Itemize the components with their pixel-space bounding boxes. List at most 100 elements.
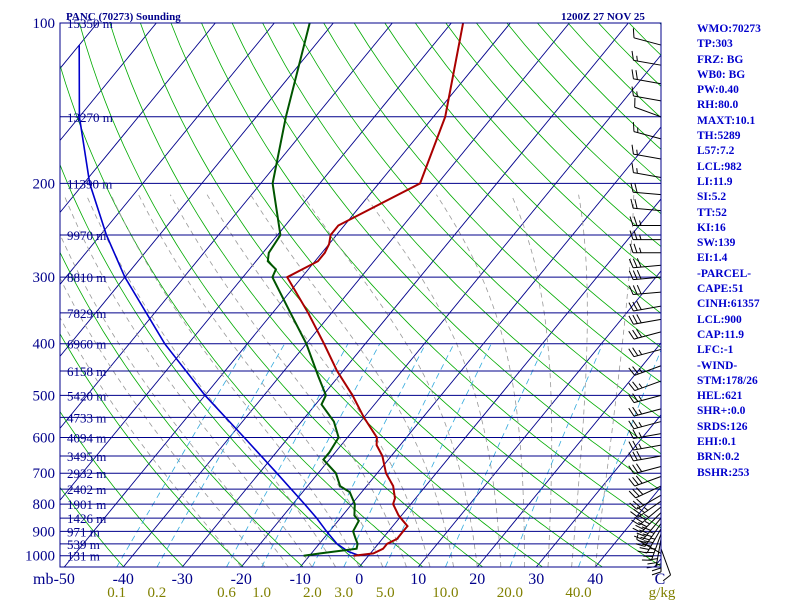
- mixing-ratio-label: 40.0: [565, 585, 591, 600]
- wind-barb: [631, 163, 662, 178]
- mixing-ratio-line: [156, 343, 286, 567]
- wind-barb: [628, 380, 662, 392]
- wind-barb: [629, 243, 661, 254]
- wind-barb: [635, 523, 662, 547]
- dry-adiabat-line: [231, 23, 661, 491]
- wind-barb-column: [628, 23, 672, 582]
- height-label: 6158 m: [67, 364, 106, 379]
- isotherm-line: [535, 414, 661, 567]
- wind-barb: [628, 347, 662, 358]
- index-entry: LFC:-1: [697, 344, 734, 357]
- dry-adiabat-line: [414, 23, 661, 281]
- dry-adiabat-line: [323, 23, 661, 383]
- pressure-tick-label: 500: [33, 388, 56, 404]
- index-entry: BSHR:253: [697, 466, 750, 479]
- moist-adiabat-line: [436, 194, 525, 567]
- height-label: 3495 m: [67, 449, 106, 464]
- wind-barb: [630, 500, 662, 518]
- wind-barb: [628, 450, 662, 462]
- wind-barb: [633, 517, 662, 541]
- moist-adiabat-line: [511, 194, 553, 567]
- wind-barb: [631, 50, 662, 66]
- isotherm-line: [60, 23, 157, 142]
- dry-adiabat-line: [140, 23, 604, 567]
- moist-adiabat-line: [571, 194, 588, 567]
- index-entry: KI:16: [697, 221, 726, 234]
- moist-adiabat-line: [206, 194, 431, 567]
- wind-barb: [628, 406, 662, 417]
- temperature-tick-label: 10: [410, 571, 426, 588]
- index-entry: LCL:900: [697, 313, 742, 326]
- pressure-tick-label: 200: [33, 176, 56, 192]
- wind-barb: [628, 328, 662, 340]
- mixing-ratio-label: 0.6: [217, 585, 236, 600]
- temperature-tick-label: -10: [290, 571, 311, 588]
- pressure-tick-label: 300: [33, 270, 56, 286]
- moist-adiabat-line: [302, 194, 478, 567]
- wind-barb: [628, 284, 662, 296]
- pressure-tick-label: 900: [33, 524, 56, 540]
- isotherm-line: [181, 23, 629, 567]
- index-entry: SW:139: [697, 237, 736, 250]
- index-entry: SHR+:0.0: [697, 405, 746, 418]
- mixing-ratio-unit-label: g/kg: [649, 585, 676, 600]
- temperature-tick-label: 0: [355, 571, 363, 588]
- pressure-tick-label: 100: [33, 16, 56, 32]
- height-label: 9970 m: [67, 228, 106, 243]
- isotherm-line: [60, 23, 216, 214]
- index-entry: STM:178/26: [697, 374, 758, 387]
- index-entry: HEL:621: [697, 390, 743, 403]
- height-label: 539 m: [67, 537, 100, 552]
- wind-barb: [631, 69, 662, 85]
- mixing-ratio-line: [509, 343, 604, 567]
- wind-barb: [634, 97, 662, 118]
- isotherm-line: [60, 23, 334, 358]
- height-label: 2932 m: [67, 466, 106, 481]
- dry-adiabat-line: [384, 23, 661, 314]
- wind-barb: [628, 475, 662, 487]
- index-entry: L57:7.2: [697, 145, 735, 158]
- pressure-tick-label: 400: [33, 337, 56, 353]
- height-label: 2402 m: [67, 482, 106, 497]
- plot-frame: [59, 22, 662, 568]
- wind-barb: [632, 512, 662, 533]
- wind-barb: [641, 533, 662, 561]
- height-label: 8810 m: [67, 270, 106, 285]
- wind-barb: [628, 419, 662, 430]
- wind-barb: [630, 198, 662, 212]
- height-label: 13270 m: [67, 110, 113, 125]
- wind-barb: [629, 230, 661, 241]
- dry-adiabat-line: [60, 251, 304, 567]
- mixing-ratio-label: 0.2: [148, 585, 167, 600]
- index-entry: BRN:0.2: [697, 451, 740, 464]
- mixing-ratio-label: 0.1: [107, 585, 126, 600]
- wind-barb: [632, 28, 662, 46]
- wind-barb: [628, 485, 662, 499]
- mixing-ratio-line: [343, 343, 455, 567]
- mixing-ratio-label: 1.0: [252, 585, 271, 600]
- wind-barb: [628, 258, 662, 269]
- index-entry: WMO:70273: [697, 23, 761, 35]
- moist-adiabat-line: [110, 194, 360, 567]
- wind-barb: [628, 393, 662, 404]
- wind-barb: [628, 301, 662, 312]
- pressure-tick-label: 700: [33, 466, 56, 482]
- isotherm-line: [240, 54, 661, 567]
- dry-adiabat-line: [201, 23, 661, 529]
- height-label: 4733 m: [67, 410, 106, 425]
- chart-title-station: PANC (70273) Sounding: [66, 11, 181, 23]
- mixing-ratio-line: [311, 343, 427, 567]
- height-label: 4094 m: [67, 431, 106, 446]
- index-entry: LCL:982: [697, 160, 742, 173]
- temperature-trace: [285, 23, 465, 557]
- dry-adiabat-line: [60, 333, 244, 567]
- height-label: 7829 m: [67, 306, 106, 321]
- dewpoint-trace: [266, 23, 360, 557]
- pressure-tick-label: 800: [33, 497, 56, 513]
- pressure-tick-label: 1000: [25, 549, 55, 565]
- height-label: 11390 m: [67, 176, 112, 191]
- pressure-tick-label: 600: [33, 431, 56, 447]
- isotherm-line: [122, 23, 570, 567]
- temperature-tick-label: -50: [54, 571, 75, 588]
